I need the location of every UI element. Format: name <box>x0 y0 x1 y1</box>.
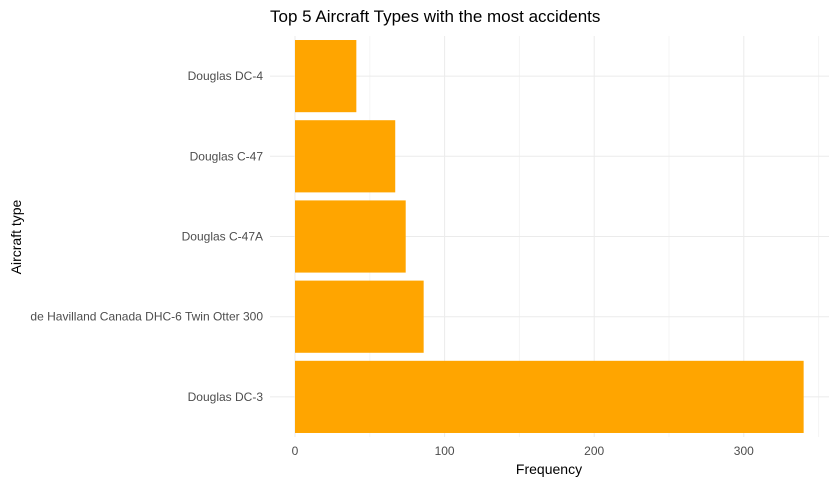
x-tick-label: 0 <box>292 444 299 458</box>
bar <box>295 40 357 113</box>
y-axis-tick-labels: Douglas DC-3 de Havilland Canada DHC-6 Tw… <box>30 69 263 404</box>
bars <box>295 40 804 433</box>
y-tick-label: de Havilland Canada DHC-6 Twin Otter 300 <box>30 310 263 324</box>
bar <box>295 200 406 273</box>
y-tick-label: Douglas C-47A <box>182 230 263 244</box>
chart-title: Top 5 Aircraft Types with the most accid… <box>270 7 600 26</box>
bar <box>295 280 424 353</box>
y-tick-label: Douglas C-47 <box>190 149 264 163</box>
bar <box>295 120 396 193</box>
bar <box>295 360 804 433</box>
x-tick-label: 300 <box>734 444 754 458</box>
x-axis-title: Frequency <box>516 461 582 477</box>
x-tick-label: 200 <box>584 444 604 458</box>
y-tick-label: Douglas DC-4 <box>188 69 264 83</box>
y-tick-label: Douglas DC-3 <box>188 390 264 404</box>
x-axis-tick-labels: 0 100 200 300 <box>292 444 754 458</box>
x-tick-label: 100 <box>435 444 455 458</box>
y-axis-title: Aircraft type <box>8 199 24 274</box>
